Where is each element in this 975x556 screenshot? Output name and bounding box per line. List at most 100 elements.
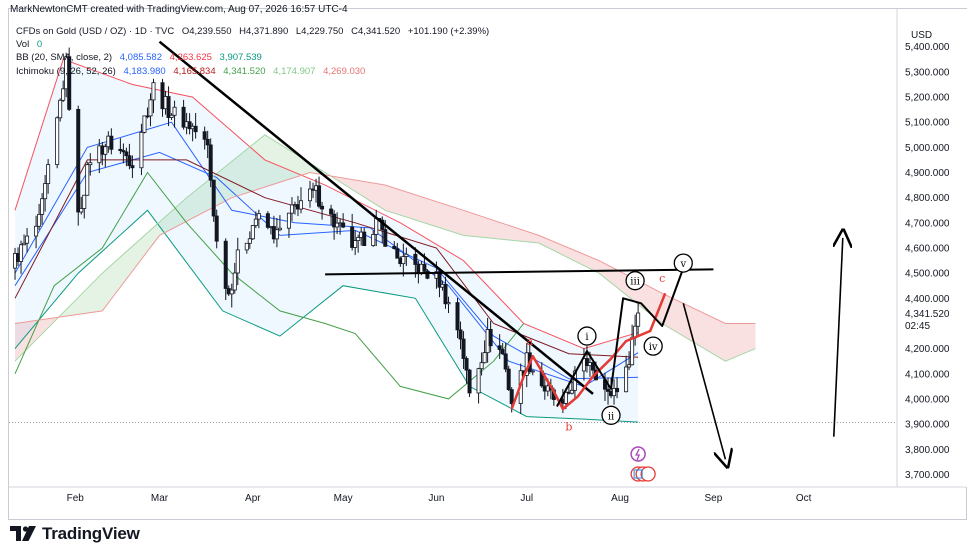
candle (265, 211, 270, 230)
candle-body (181, 106, 186, 128)
wave-label-text: v (679, 259, 686, 270)
candle-body (85, 164, 90, 196)
candle-body (256, 213, 261, 220)
candle (320, 201, 325, 220)
candle (247, 231, 252, 249)
candle (606, 377, 611, 405)
tradingview-logo-icon (10, 526, 36, 541)
candle-body (371, 234, 376, 247)
candle-body (455, 302, 460, 331)
candle (166, 86, 171, 127)
candle (401, 243, 406, 277)
candle (151, 78, 156, 114)
candle-body (320, 205, 325, 210)
price-tick-label: 4,100.000 (905, 369, 950, 380)
lightning-glyph-icon (635, 448, 641, 461)
candle-body (425, 270, 430, 279)
price-tick-label: 4,900.000 (905, 168, 950, 179)
candle-body (148, 99, 153, 117)
candle (341, 213, 346, 229)
price-axis-background (897, 9, 967, 487)
candle-body (79, 208, 84, 213)
candle (256, 209, 261, 229)
candle (145, 107, 150, 119)
legend-ichi-lagging: 4,341.520 (223, 66, 266, 77)
ichimoku-cloud-segment-1 (60, 134, 329, 317)
candle (82, 194, 87, 219)
candle-body (232, 272, 237, 291)
wave-label-iv: iv (643, 336, 663, 356)
price-tick-label: 4,800.000 (905, 193, 950, 204)
candle-body (253, 218, 258, 226)
legend-bb-basis: 4,085.582 (119, 52, 162, 63)
candle-body (630, 337, 635, 366)
candle-body (464, 358, 469, 371)
time-tick-label: Sep (704, 493, 722, 504)
candle (395, 242, 400, 259)
candle-body (563, 391, 568, 404)
candle (25, 227, 30, 253)
wave-label-circle (643, 336, 663, 356)
legend-symbol[interactable]: CFDs on Gold (USD / OZ) · 1D · TVC (16, 26, 175, 37)
candle (67, 47, 72, 111)
legend-ichimoku-line: Ichimoku (9, 26, 52, 26) 4,183.980 4,165… (16, 66, 370, 77)
wave-label-ii: ii (601, 405, 621, 425)
legend-close: C4,341.520 (351, 26, 401, 37)
candle-body (413, 253, 418, 265)
legend-bb-label[interactable]: BB (20, SMA, close, 2) (16, 52, 113, 63)
candle (353, 230, 358, 256)
candle (124, 147, 129, 167)
legend-vol-line: Vol 0 (16, 39, 47, 50)
candle (332, 210, 337, 240)
candle-body (289, 204, 294, 214)
candle-body (332, 213, 337, 228)
legend-ichimoku-label[interactable]: Ichimoku (9, 26, 52, 26) (16, 66, 116, 77)
candle-body (61, 88, 66, 101)
price-tick-label: 5,300.000 (905, 67, 950, 78)
candle (615, 377, 620, 399)
candle-body (335, 222, 340, 228)
candle-body (145, 115, 150, 118)
candle (308, 180, 313, 208)
candle-body (247, 238, 252, 244)
candle-body (317, 185, 322, 207)
candle-body (127, 155, 132, 166)
candle-body (55, 117, 60, 166)
wave-label-text: a (526, 335, 533, 348)
candle-body (503, 353, 508, 370)
candle-body (277, 227, 282, 231)
wave-label-circle (601, 405, 621, 425)
candle-body (121, 150, 126, 153)
price-tick-label: 4,700.000 (905, 218, 950, 229)
candle (130, 155, 135, 179)
candle (85, 161, 90, 196)
candle (34, 215, 39, 249)
candle-body (404, 253, 409, 257)
candle-body (395, 248, 400, 259)
candle (22, 234, 27, 246)
tradingview-logo-text: TradingView (42, 524, 140, 543)
legend-symbol-line: CFDs on Gold (USD / OZ) · 1D · TVC O4,23… (16, 26, 494, 37)
last-price-box (898, 305, 966, 333)
candle (223, 238, 228, 301)
legend-vol-label[interactable]: Vol (16, 39, 30, 50)
candle (148, 93, 153, 127)
price-tick-label: 4,600.000 (905, 244, 950, 255)
candle-body (329, 208, 334, 215)
candle-body (530, 370, 535, 373)
wave-label-iii: iii (625, 271, 645, 291)
candle-body (223, 240, 228, 289)
legend-ichi-conversion: 4,183.980 (123, 66, 166, 77)
wave-label-b: b (565, 421, 572, 434)
price-tick-label: 5,000.000 (905, 143, 950, 154)
tradingview-logo[interactable]: TradingView (10, 522, 140, 546)
wave-label-a: a (526, 335, 533, 348)
red-wave-path (510, 292, 667, 411)
ichimoku-cloud-segment-2 (331, 176, 756, 362)
candle (172, 100, 177, 128)
bollinger-lower-band (14, 209, 639, 423)
candle (79, 196, 84, 215)
candle (488, 320, 493, 353)
horizontal-resistance-line (325, 268, 714, 276)
